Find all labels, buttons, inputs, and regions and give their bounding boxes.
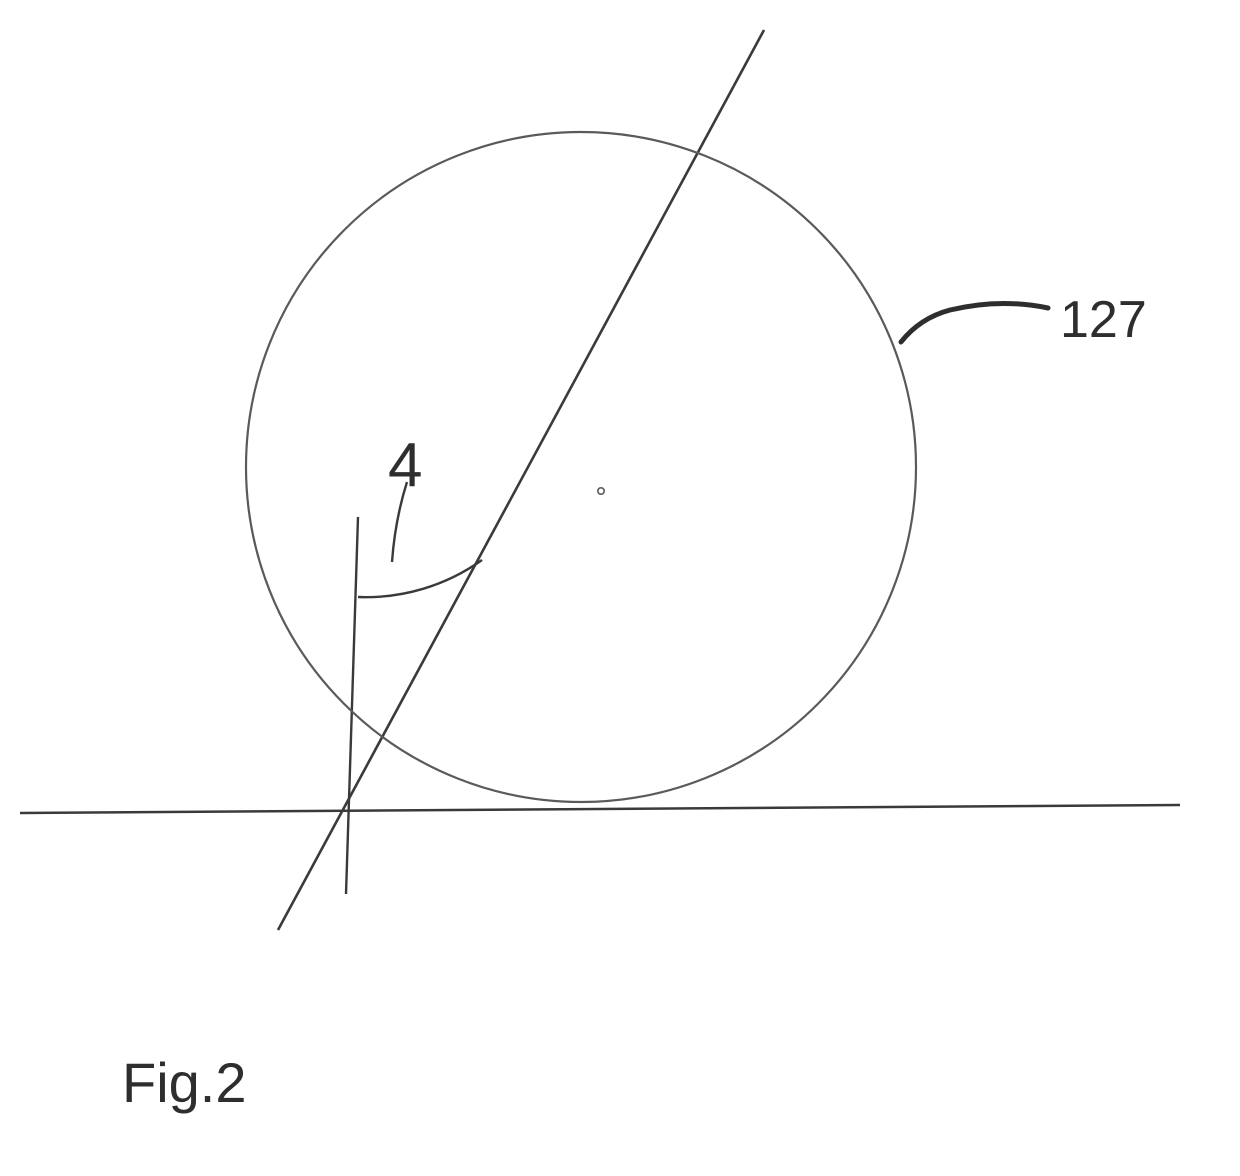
angle-arc (358, 560, 482, 597)
vertical-tick (346, 517, 358, 894)
main-circle (246, 132, 916, 802)
callout-127-label: 127 (1060, 290, 1147, 350)
center-dot-icon (598, 488, 604, 494)
figure-caption: Fig.2 (122, 1050, 247, 1115)
ground-line (20, 805, 1180, 813)
angle-label: 4 (388, 430, 422, 501)
diagonal-line (278, 30, 764, 930)
callout-127-leader (901, 303, 1048, 342)
diagram-svg (0, 0, 1240, 1176)
